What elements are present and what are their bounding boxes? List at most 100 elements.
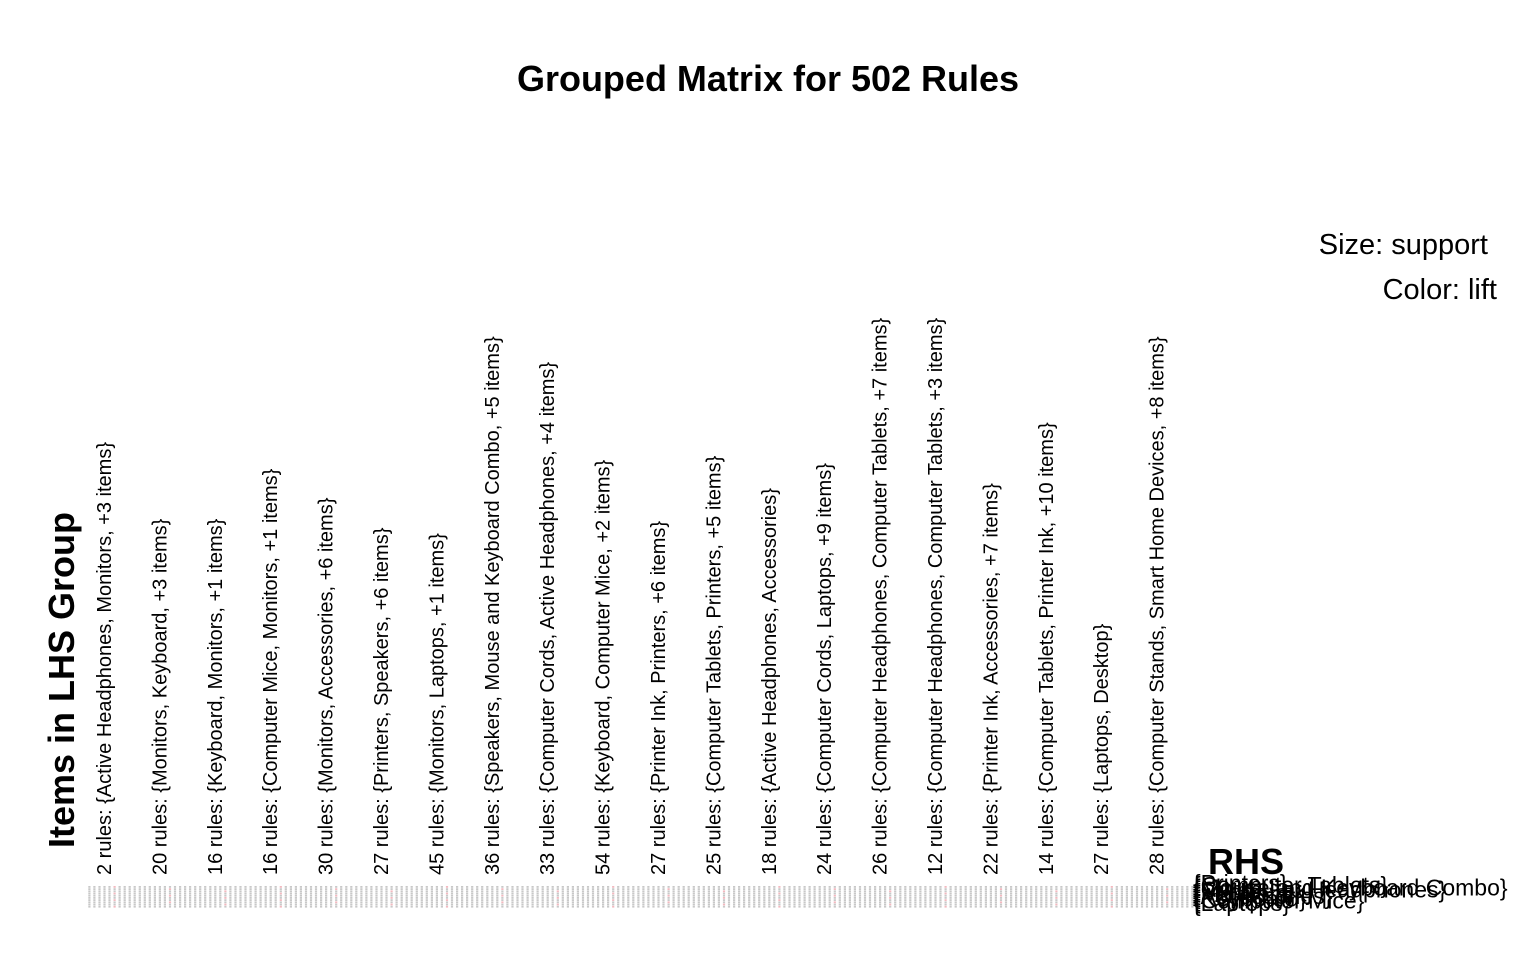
rule-bubble (899, 892, 902, 895)
rule-bubble (556, 899, 559, 901)
rule-bubble (974, 905, 977, 908)
rule-bubble (1025, 899, 1028, 901)
rule-bubble (692, 886, 695, 888)
rule-bubble (239, 903, 242, 906)
rule-bubble (1135, 892, 1139, 895)
rule-bubble (722, 901, 726, 904)
rule-bubble (123, 905, 126, 908)
rule-bubble (521, 903, 524, 906)
rule-bubble (284, 890, 287, 893)
rule-bubble (803, 892, 806, 895)
rule-bubble (173, 903, 177, 906)
rule-bubble (1060, 894, 1063, 897)
rule-bubble (1125, 903, 1128, 906)
rule-bubble (299, 890, 302, 893)
rule-bubble (858, 903, 862, 906)
rule-bubble (511, 888, 514, 890)
rule-bubble (420, 886, 423, 888)
rule-bubble (269, 905, 272, 908)
rule-bubble (612, 890, 615, 893)
rule-bubble (813, 890, 816, 893)
rule-bubble (858, 897, 862, 899)
rule-bubble (1100, 905, 1103, 908)
rule-bubble (566, 899, 569, 901)
rule-bubble (1085, 903, 1088, 906)
rule-bubble (743, 892, 746, 895)
rule-bubble (944, 897, 947, 899)
rule-bubble (818, 888, 821, 890)
rule-bubble (662, 894, 665, 897)
rule-bubble (375, 890, 378, 893)
rule-bubble (526, 888, 529, 890)
rule-bubble (496, 901, 499, 904)
rule-bubble (1070, 905, 1073, 908)
rule-bubble (289, 888, 292, 890)
rule-bubble (385, 890, 388, 893)
rule-bubble (612, 901, 615, 904)
rule-bubble (889, 897, 892, 899)
rule-bubble (909, 892, 912, 895)
rule-bubble (586, 899, 590, 901)
rule-bubble (158, 890, 161, 893)
rule-bubble (838, 890, 841, 893)
rule-bubble (707, 905, 710, 908)
rule-bubble (1090, 886, 1093, 888)
rule-bubble (224, 905, 227, 908)
rule-bubble (511, 901, 514, 904)
rule-bubble (1055, 901, 1058, 904)
rule-bubble (1095, 890, 1098, 893)
rule-bubble (325, 886, 328, 888)
rule-bubble (143, 901, 146, 904)
rule-bubble (350, 886, 353, 888)
rule-bubble (471, 899, 474, 901)
rule-bubble (591, 890, 595, 893)
rule-bubble (219, 886, 222, 888)
rule-bubble (899, 903, 902, 906)
rule-bubble (909, 899, 912, 901)
rule-bubble (244, 886, 247, 888)
rule-bubble (320, 888, 323, 890)
rule-bubble (239, 899, 242, 901)
rule-bubble (123, 901, 126, 904)
rule-bubble (637, 903, 640, 906)
rule-bubble (158, 886, 161, 888)
rule-bubble (717, 890, 720, 893)
rule-bubble (727, 899, 731, 901)
rule-bubble (506, 888, 509, 890)
rule-bubble (798, 892, 801, 895)
rule-bubble (717, 888, 720, 890)
rule-bubble (299, 892, 302, 895)
rule-bubble (1120, 897, 1123, 899)
rule-bubble (738, 905, 741, 908)
rule-bubble (914, 901, 917, 904)
rule-bubble (481, 888, 484, 890)
rule-bubble (294, 901, 297, 904)
rule-bubble (899, 894, 902, 897)
rule-bubble (173, 886, 177, 888)
rule-bubble (234, 901, 237, 904)
rule-bubble (863, 897, 867, 899)
rule-bubble (1004, 890, 1008, 893)
rule-bubble (652, 892, 655, 895)
rule-bubble (979, 888, 982, 890)
rule-bubble (269, 892, 272, 895)
rule-bubble (1020, 901, 1023, 904)
rule-bubble (435, 899, 438, 901)
rule-bubble (1065, 888, 1068, 890)
rule-bubble (234, 886, 237, 888)
rule-bubble (274, 905, 277, 908)
rule-bubble (949, 892, 952, 895)
rule-bubble (879, 890, 882, 893)
rule-bubble (194, 886, 197, 888)
rule-bubble (1030, 888, 1033, 890)
rule-bubble (899, 886, 902, 888)
rule-bubble (672, 897, 675, 899)
rule-bubble (113, 894, 116, 897)
rule-bubble (511, 894, 514, 897)
rule-bubble (385, 886, 388, 888)
rule-bubble (320, 886, 323, 888)
rule-bubble (461, 888, 464, 890)
rule-bubble (944, 888, 947, 890)
rule-bubble (501, 888, 504, 890)
rule-bubble (602, 894, 605, 897)
